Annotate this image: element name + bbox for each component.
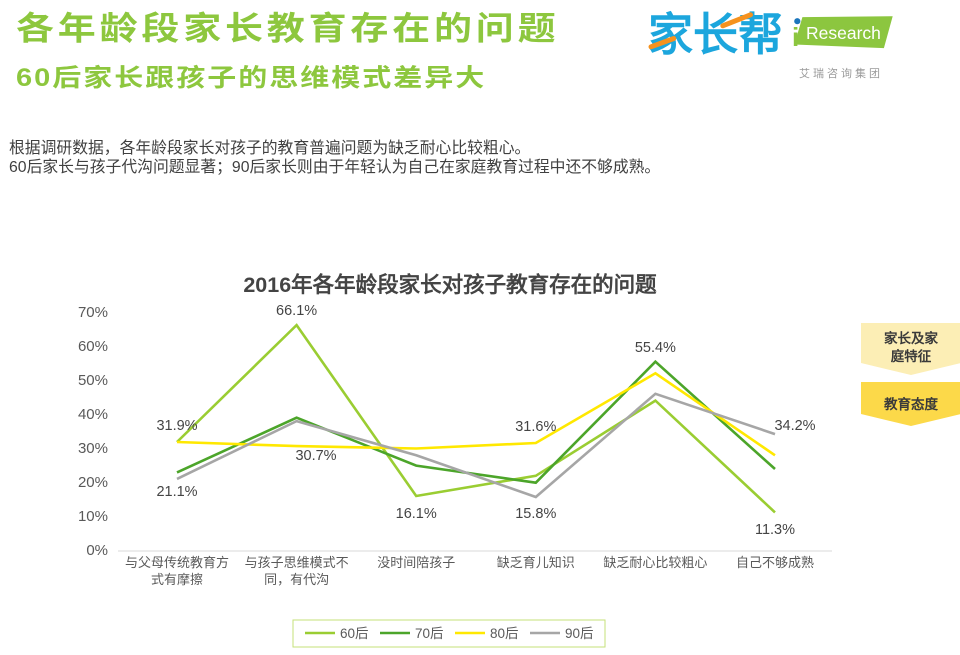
svg-text:70%: 70% <box>78 304 108 321</box>
svg-text:没时间陪孩子: 没时间陪孩子 <box>377 555 455 570</box>
svg-text:自己不够成熟: 自己不够成熟 <box>736 555 814 570</box>
svg-text:31.6%: 31.6% <box>515 419 556 435</box>
svg-text:11.3%: 11.3% <box>755 522 795 538</box>
svg-text:90后: 90后 <box>565 626 594 641</box>
svg-text:30.7%: 30.7% <box>295 448 336 464</box>
svg-text:30%: 30% <box>78 440 108 457</box>
svg-text:与父母传统教育方: 与父母传统教育方 <box>125 555 229 570</box>
svg-text:16.1%: 16.1% <box>396 506 437 522</box>
svg-text:0%: 0% <box>86 542 108 559</box>
svg-text:缺乏耐心比较粗心: 缺乏耐心比较粗心 <box>603 555 707 570</box>
svg-text:34.2%: 34.2% <box>774 418 815 434</box>
svg-text:66.1%: 66.1% <box>276 303 317 319</box>
svg-text:20%: 20% <box>78 474 108 491</box>
svg-text:缺乏育儿知识: 缺乏育儿知识 <box>497 555 575 570</box>
svg-text:15.8%: 15.8% <box>515 506 556 522</box>
svg-text:70后: 70后 <box>415 626 444 641</box>
svg-text:80后: 80后 <box>490 626 519 641</box>
svg-text:60%: 60% <box>78 338 108 355</box>
svg-text:10%: 10% <box>78 508 108 525</box>
svg-text:同，有代沟: 同，有代沟 <box>264 572 329 587</box>
svg-text:与孩子思维模式不: 与孩子思维模式不 <box>245 555 349 570</box>
svg-text:21.1%: 21.1% <box>156 484 197 500</box>
svg-text:50%: 50% <box>78 372 108 389</box>
svg-text:式有摩擦: 式有摩擦 <box>151 572 203 587</box>
svg-text:31.9%: 31.9% <box>156 418 197 434</box>
svg-text:55.4%: 55.4% <box>635 340 676 356</box>
svg-text:60后: 60后 <box>340 626 369 641</box>
svg-text:40%: 40% <box>78 406 108 423</box>
